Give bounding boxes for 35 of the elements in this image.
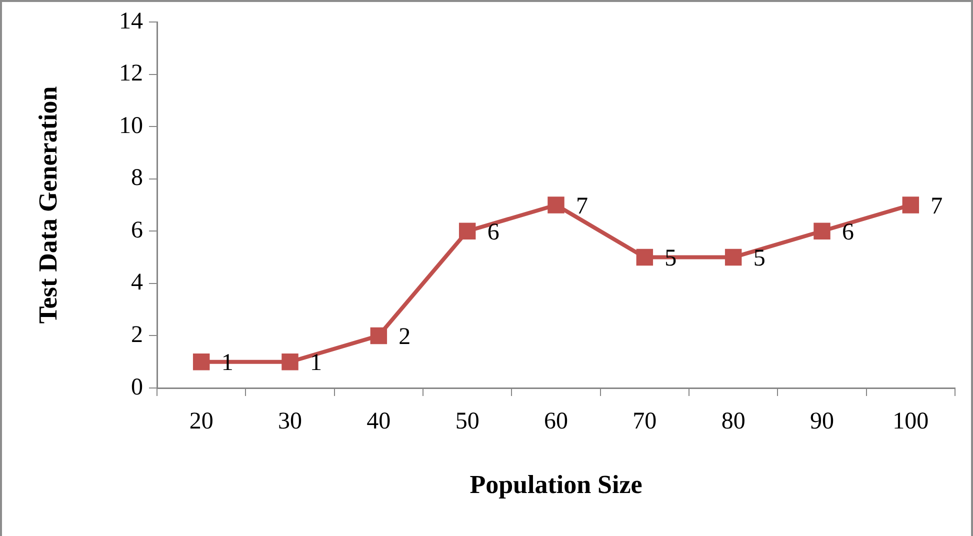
y-tick-label: 4: [131, 270, 143, 296]
x-tick-label: 60: [544, 408, 568, 435]
y-tick-label: 6: [131, 217, 143, 244]
y-tick-label: 14: [119, 8, 143, 34]
point: [192, 353, 210, 370]
y-tick-label: 12: [119, 60, 143, 87]
data-label: 7: [576, 193, 588, 220]
point: [458, 222, 476, 240]
data-label: 2: [398, 324, 411, 350]
y-tick-label: 2: [131, 322, 143, 348]
x-tick-label: 40: [366, 408, 391, 435]
data-label: 1: [310, 350, 322, 376]
x-axis-title: Population Size: [470, 470, 642, 500]
data-label: 5: [753, 246, 766, 272]
y-tick-label: 8: [131, 165, 143, 192]
x-tick-label: 100: [892, 408, 929, 435]
data-label: 6: [842, 219, 854, 246]
x-tick-label: 30: [278, 408, 302, 435]
data-label: 6: [487, 219, 500, 246]
data-label: 7: [930, 193, 943, 220]
point: [282, 353, 298, 370]
y-tick-label: 10: [119, 112, 143, 139]
point: [902, 196, 920, 214]
x-tick-label: 50: [455, 408, 480, 435]
point: [724, 248, 742, 266]
x-tick-label: 90: [810, 408, 834, 435]
point: [814, 222, 830, 240]
y-tick-label: 0: [131, 374, 143, 400]
x-tick-label: 80: [721, 408, 746, 435]
x-tick-label: 70: [632, 408, 657, 435]
point: [548, 196, 564, 214]
y-axis-title: Test Data Generation: [33, 86, 62, 324]
point: [370, 327, 388, 344]
x-tick-label: 20: [189, 408, 214, 435]
point: [636, 248, 654, 266]
